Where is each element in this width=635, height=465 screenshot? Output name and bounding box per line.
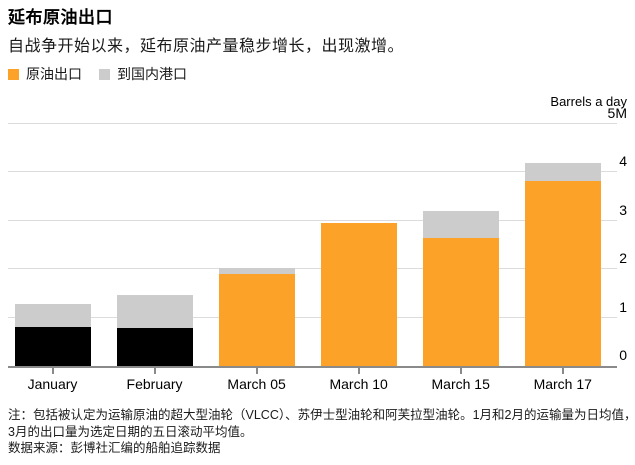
x-label-march-05: March 05 [227, 376, 286, 392]
x-label-march-10: March 10 [329, 376, 388, 392]
bar-exports-march-10 [320, 223, 397, 366]
y-tick-label-5M: 5M [607, 105, 627, 121]
y-tick-label-1: 1 [619, 298, 627, 315]
bar-domestic-march-17 [524, 163, 601, 182]
y-tick-label-4: 4 [619, 153, 627, 170]
chart-subtitle: 自战争开始以来，延布原油产量稳步增长，出现激增。 [8, 38, 405, 55]
legend-swatch-icon [99, 68, 110, 80]
chart-title: 延布原油出口 [8, 8, 113, 27]
gridline-5M [8, 123, 617, 124]
x-label-february: February [126, 376, 183, 392]
gridline-3 [8, 219, 617, 221]
bar-domestic-february [116, 295, 193, 329]
y-axis-unit-label: Barrels a day [550, 94, 627, 109]
x-tick-january [51, 368, 54, 374]
x-label-january: January [27, 376, 78, 392]
x-tick-march-10 [357, 368, 360, 374]
gridline-2 [8, 268, 617, 270]
bar-exports-february [116, 328, 193, 366]
y-tick-label-2: 2 [619, 250, 627, 267]
x-tick-march-05 [255, 368, 258, 374]
bar-exports-january [14, 327, 91, 366]
legend-item-0: 原油出口 [8, 64, 82, 84]
bar-domestic-march-15 [422, 211, 499, 238]
gridline-4 [8, 171, 617, 173]
chart-footnote: 注：包括被认定为运输原油的超大型油轮（VLCC）、苏伊士型油轮和阿芙拉型油轮。1… [8, 407, 635, 457]
footnote-source: 数据来源：彭博社汇编的船舶追踪数据 [8, 441, 221, 455]
legend-item-1: 到国内港口 [99, 64, 187, 84]
x-tick-february [153, 368, 156, 374]
legend-label: 到国内港口 [117, 66, 187, 82]
chart-legend: 原油出口 到国内港口 [8, 64, 204, 84]
y-tick-label-3: 3 [619, 201, 627, 218]
legend-label: 原油出口 [26, 66, 82, 82]
x-label-march-17: March 17 [533, 376, 592, 392]
x-tick-march-17 [561, 368, 564, 374]
bar-exports-march-05 [218, 274, 295, 366]
bar-exports-march-15 [422, 237, 499, 366]
bar-domestic-march-05 [218, 267, 295, 275]
x-axis-line [8, 366, 617, 368]
y-tick-label-0: 0 [619, 347, 627, 363]
x-label-march-15: March 15 [431, 376, 490, 392]
x-tick-march-15 [459, 368, 462, 374]
legend-swatch-icon [8, 68, 19, 80]
gridline-1 [8, 316, 617, 318]
footnote-note-line-1: 注：包括被认定为运输原油的超大型油轮（VLCC）、苏伊士型油轮和阿芙拉型油轮。1… [8, 408, 635, 422]
bar-domestic-january [14, 304, 91, 328]
bar-exports-march-17 [524, 181, 601, 366]
footnote-note-line-2: 3月的出口量为选定日期的五日滚动平均值。 [8, 424, 253, 439]
